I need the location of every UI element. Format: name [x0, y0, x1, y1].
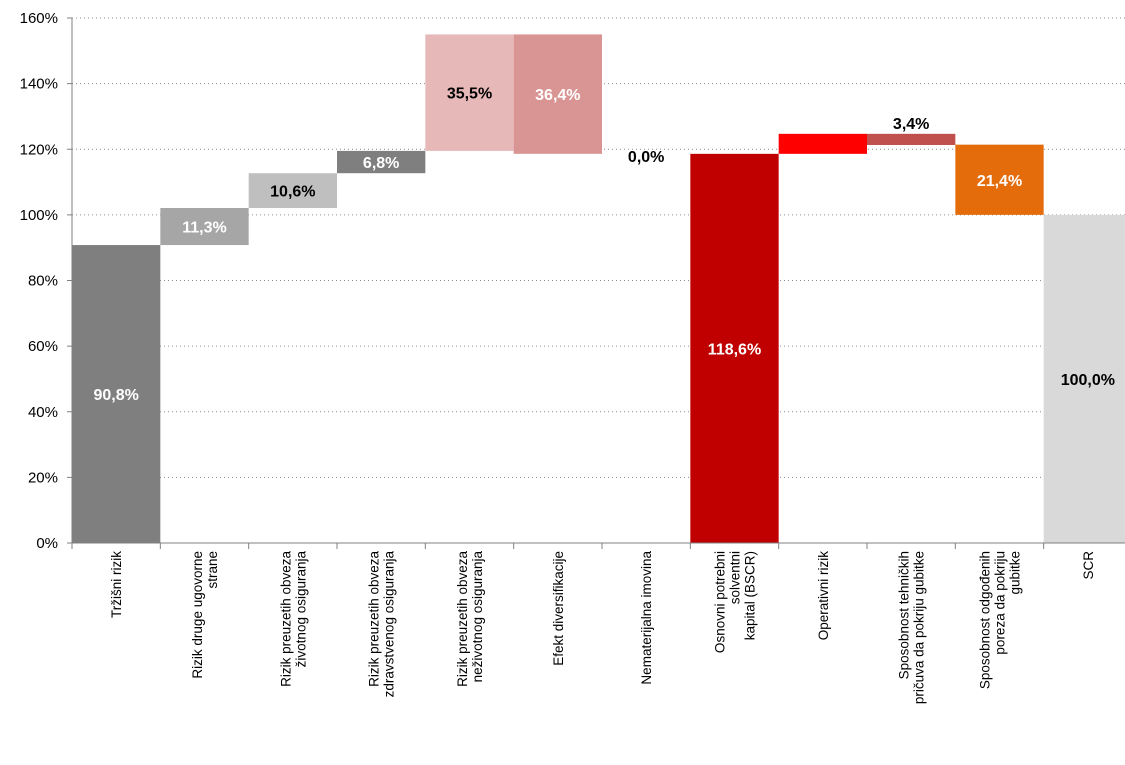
data-label: 0,0% [628, 149, 664, 166]
grid-lines [67, 17, 1125, 544]
bar [690, 153, 779, 543]
bar [1043, 214, 1125, 543]
category-label-line: Tržišni rizik [109, 551, 124, 618]
category-label-line: Rizik preuzetih obveza [367, 551, 382, 687]
y-tick-label: 100% [20, 207, 58, 224]
y-tick-label: 160% [20, 10, 58, 27]
bar [160, 207, 249, 246]
category-label: Efekt diversifikacije [551, 551, 566, 666]
category-label-line: pričuva da pokriju gubitke [912, 551, 927, 704]
category-label-line: Sposobnost tehničkih [897, 551, 912, 679]
category-label-line: zdravstvenog osiguranja [382, 551, 397, 698]
y-tick-label: 40% [28, 404, 58, 421]
bar [513, 34, 602, 154]
bar [72, 245, 161, 543]
y-tick-label: 140% [20, 76, 58, 93]
category-label: Tržišni rizik [109, 551, 124, 618]
category-label: Osnovni potrebni solventni kapital (BSCR) [713, 551, 758, 653]
category-label: Nematerijalna imovina [639, 551, 654, 685]
bars [72, 34, 1125, 543]
category-label-line: Nematerijalna imovina [639, 551, 654, 685]
bar [955, 144, 1044, 215]
category-label-line: Efekt diversifikacije [551, 551, 566, 666]
category-label: Operativni rizik [816, 551, 831, 641]
category-label-line: Operativni rizik [816, 551, 831, 641]
category-label: Sposobnost odgođenih poreza da pokriju gub… [978, 551, 1023, 689]
y-tick-label: 60% [28, 338, 58, 355]
bar [867, 133, 956, 145]
category-label: Rizik druge ugovorne strane [190, 551, 220, 679]
y-tick-label: 80% [28, 273, 58, 290]
y-tick-label: 120% [20, 141, 58, 158]
data-labels: 90,8% 11,3% 10,6% 6,8% 35,5% 36,4% 0,0% 118,6% 6… [93, 86, 1114, 404]
data-label: 3,4% [893, 116, 929, 133]
data-label: 36,4% [535, 87, 580, 104]
data-label: 10,6% [270, 184, 315, 201]
category-label-line: Rizik preuzetih obveza [278, 551, 293, 687]
category-label-line: Sposobnost odgođenih [978, 551, 993, 689]
bar [425, 34, 514, 151]
category-label: Rizik preuzetih obveza životnog osiguranj… [278, 551, 308, 687]
category-label: Rizik preuzetih obveza zdravstvenog osigu… [367, 551, 397, 698]
category-label-line: Rizik druge ugovorne [190, 551, 205, 679]
data-label: 6,1% [805, 116, 841, 133]
category-label-line: neživotnog osiguranja [470, 551, 485, 683]
data-label: 100,0% [1061, 372, 1115, 389]
category-label: SCR [1081, 551, 1096, 580]
data-label: 21,4% [977, 173, 1022, 190]
category-label-line: poreza da pokriju [993, 551, 1008, 655]
category-label-line: Osnovni potrebni [713, 551, 728, 653]
bar [337, 150, 426, 174]
data-label: 11,3% [182, 220, 226, 237]
y-axis-tick-labels: 0% 20% 40% 60% 80% 100% 120% 140% 160% [20, 10, 58, 552]
y-tick-label: 20% [28, 469, 58, 486]
data-label: 90,8% [93, 387, 138, 404]
axes [71, 18, 1125, 549]
data-label: 35,5% [447, 86, 492, 103]
category-label-line: strane [205, 551, 220, 589]
bar [248, 173, 337, 208]
category-label: Sposobnost tehničkih pričuva da pokriju g… [897, 551, 927, 704]
category-label-line: Rizik preuzetih obveza [455, 551, 470, 687]
bar [778, 133, 867, 154]
category-label-line: solventni [728, 551, 743, 604]
y-tick-label: 0% [36, 535, 58, 552]
category-labels: Tržišni rizik Rizik druge ugovorne strane R… [109, 551, 1096, 705]
category-label-line: SCR [1081, 551, 1096, 580]
data-label: 6,8% [363, 155, 399, 172]
category-label-line: kapital (BSCR) [743, 551, 758, 640]
category-label-line: gubitke [1008, 551, 1023, 595]
data-label: 118,6% [708, 341, 761, 358]
category-label-line: životnog osiguranja [293, 551, 308, 668]
category-label: Rizik preuzetih obveza neživotnog osigura… [455, 551, 485, 687]
